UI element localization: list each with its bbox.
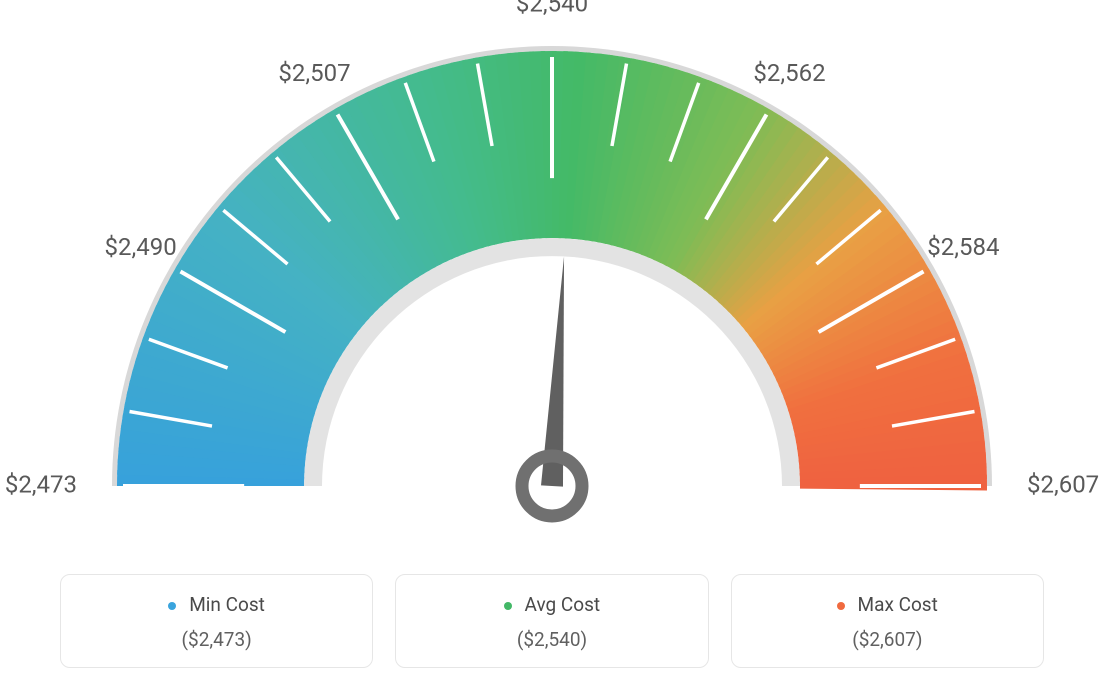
dot-icon	[168, 602, 176, 610]
legend-label-min: Min Cost	[71, 593, 362, 616]
legend-card-min: Min Cost ($2,473)	[60, 574, 373, 668]
legend-label-avg: Avg Cost	[406, 593, 697, 616]
legend-value-min: ($2,473)	[71, 628, 362, 651]
svg-text:$2,562: $2,562	[753, 59, 825, 87]
legend-card-max: Max Cost ($2,607)	[731, 574, 1044, 668]
svg-text:$2,584: $2,584	[927, 233, 999, 261]
legend-label-max: Max Cost	[742, 593, 1033, 616]
dot-icon	[837, 602, 845, 610]
legend-card-avg: Avg Cost ($2,540)	[395, 574, 708, 668]
svg-text:$2,540: $2,540	[516, 0, 588, 17]
legend-value-max: ($2,607)	[742, 628, 1033, 651]
legend-text: Min Cost	[189, 593, 265, 616]
svg-text:$2,507: $2,507	[278, 59, 350, 87]
gauge-chart-container: $2,473 $2,490 $2,507 $2,540 $2,562 $2,584 $2,6…	[0, 0, 1104, 690]
legend-text: Avg Cost	[525, 593, 601, 616]
dot-icon	[504, 602, 512, 610]
gauge: $2,473 $2,490 $2,507 $2,540 $2,562 $2,584 $2,6…	[0, 0, 1104, 560]
svg-text:$2,473: $2,473	[5, 470, 77, 498]
svg-text:$2,607: $2,607	[1027, 470, 1099, 498]
svg-text:$2,490: $2,490	[105, 233, 177, 261]
legend-row: Min Cost ($2,473) Avg Cost ($2,540) Max …	[60, 574, 1044, 668]
legend-value-avg: ($2,540)	[406, 628, 697, 651]
legend-text: Max Cost	[858, 593, 938, 616]
